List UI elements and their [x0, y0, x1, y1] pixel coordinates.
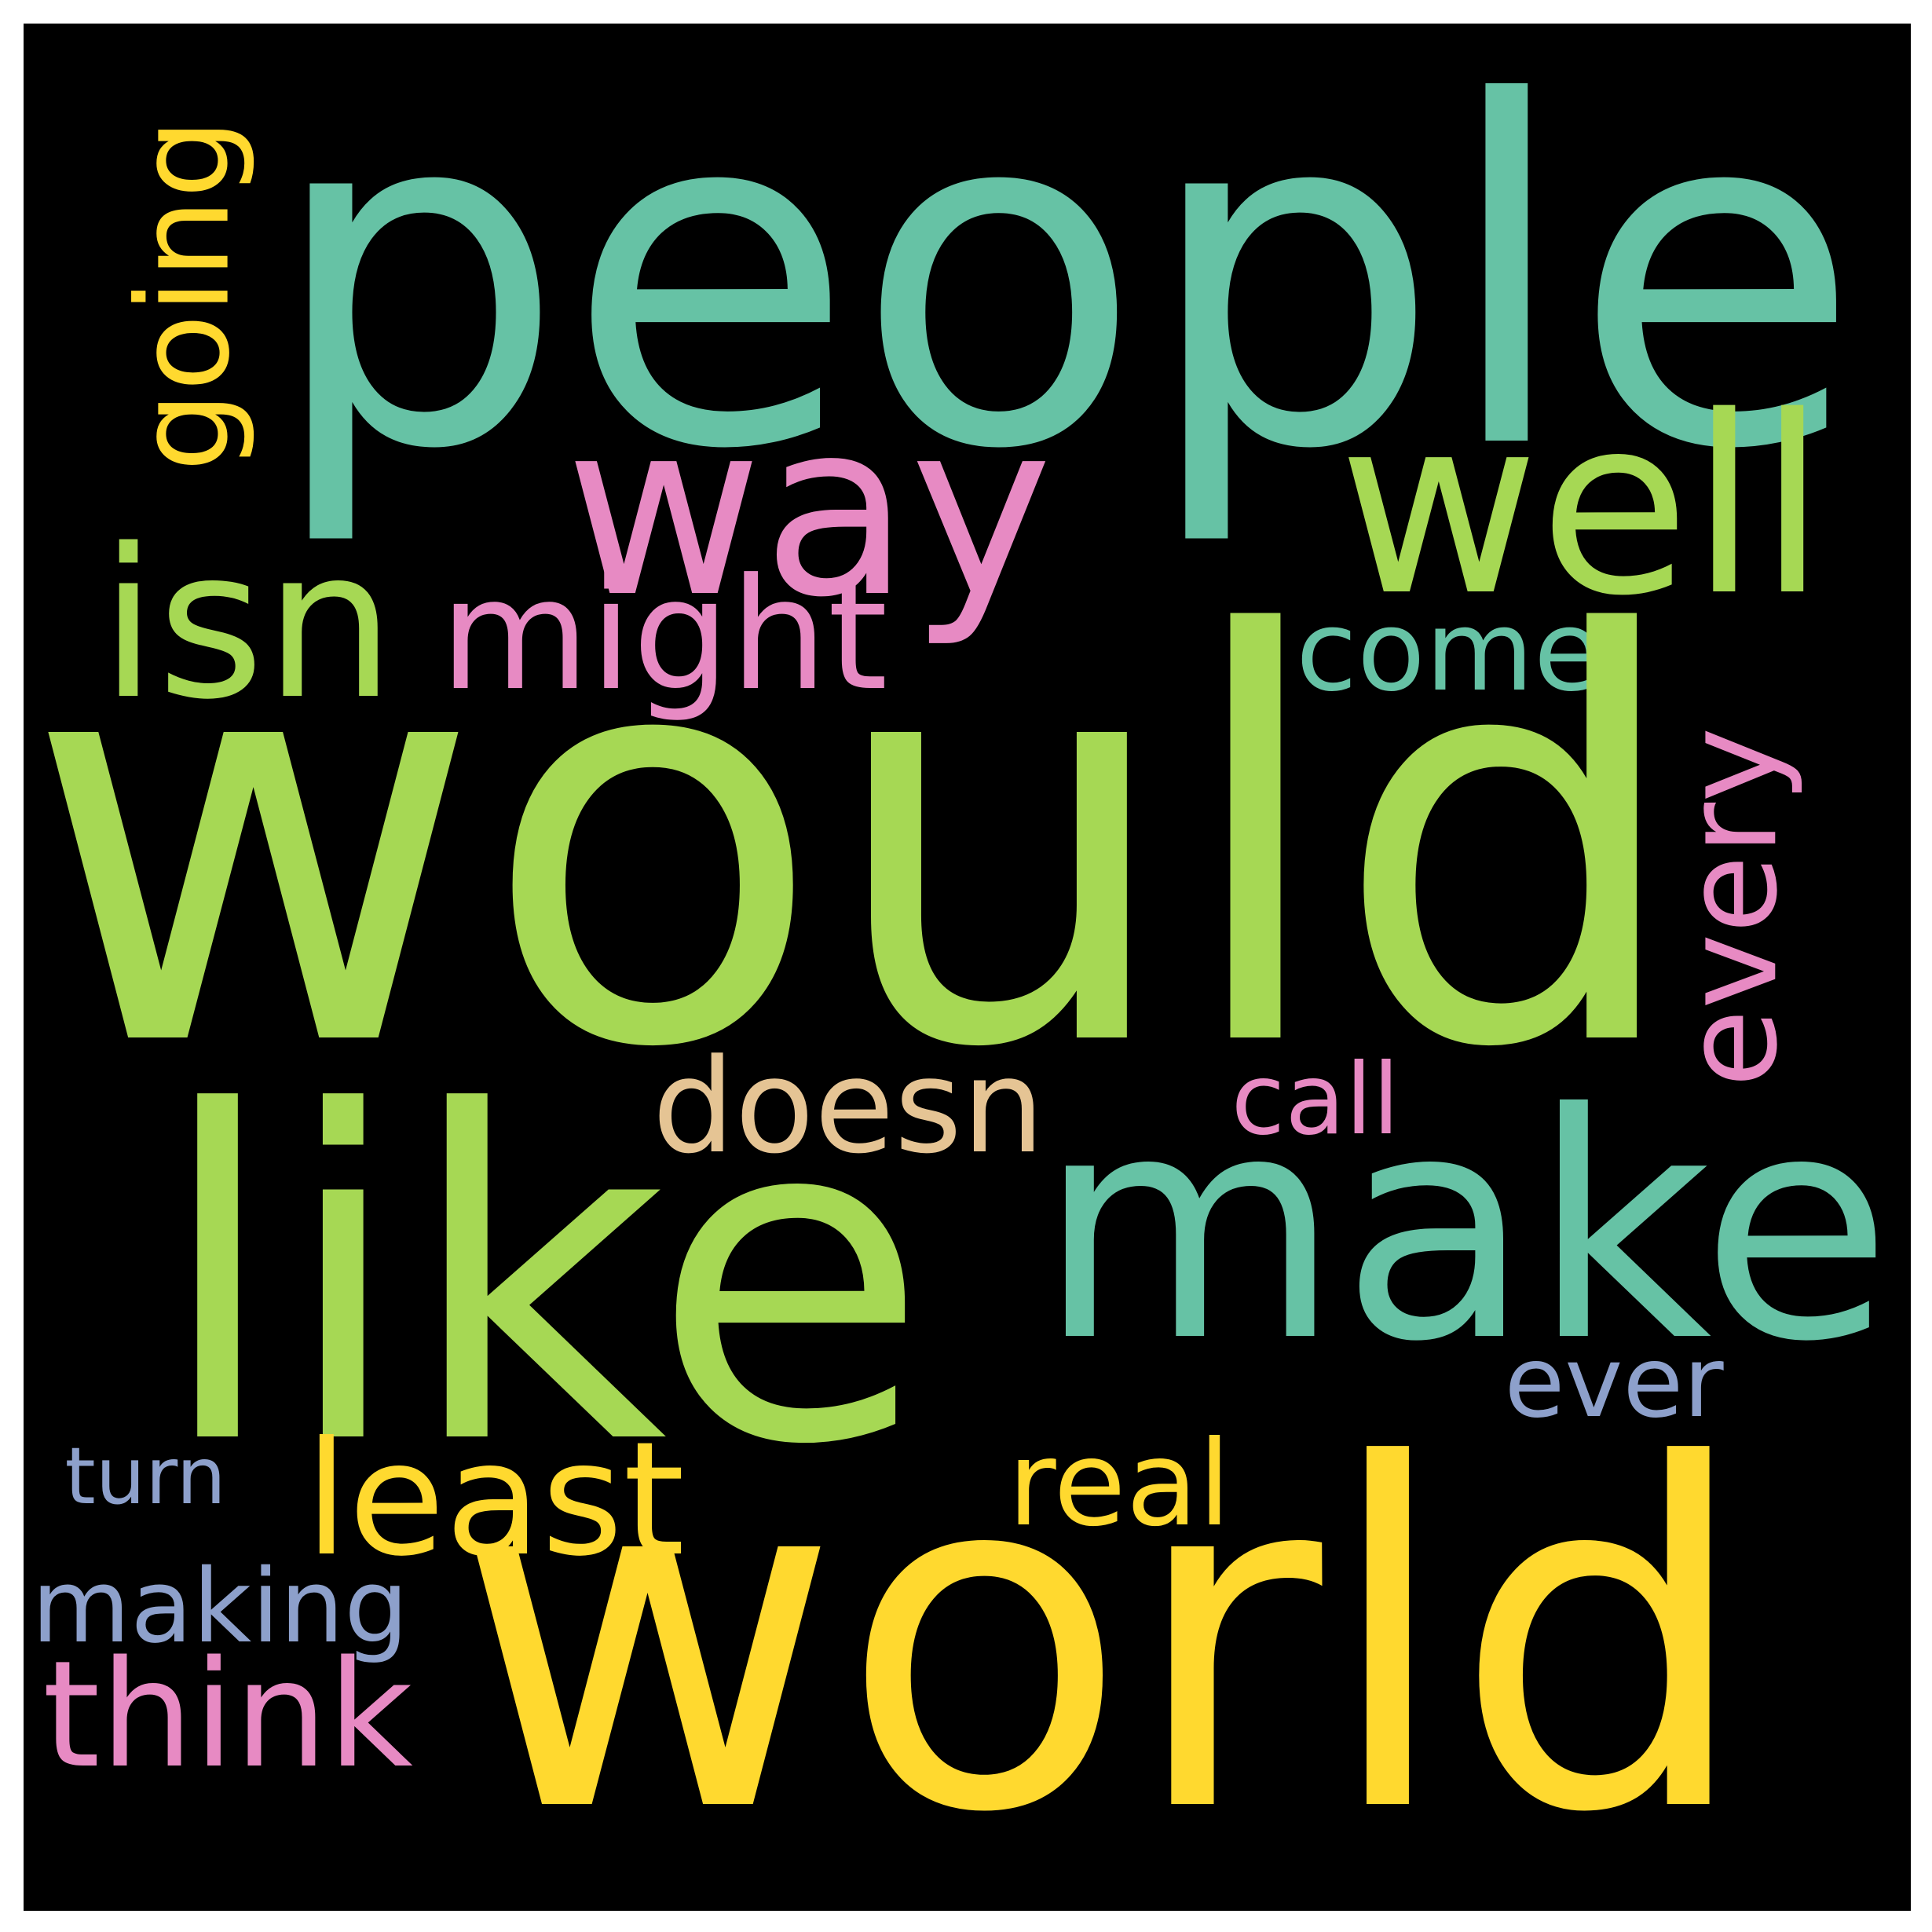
- word-would: would: [24, 518, 1688, 1169]
- word-cloud-canvas: people way well going isn might come wou…: [24, 24, 1911, 1911]
- word-way: way: [565, 369, 1053, 650]
- word-least: least: [305, 1408, 685, 1591]
- word-turn: turn: [64, 1430, 226, 1522]
- word-ever: ever: [1504, 1325, 1724, 1440]
- word-think: think: [42, 1630, 413, 1801]
- word-doesn: doesn: [652, 1031, 1045, 1183]
- word-every: every: [1656, 726, 1806, 1088]
- word-like: like: [155, 1016, 929, 1543]
- word-world: world: [455, 1367, 1753, 1911]
- word-might: might: [440, 546, 888, 725]
- word-call: call: [1231, 1042, 1400, 1157]
- word-people: people: [267, 24, 1861, 552]
- word-real: real: [1008, 1416, 1231, 1553]
- word-come: come: [1296, 587, 1603, 716]
- word-isn: isn: [100, 503, 396, 745]
- word-going: going: [110, 117, 258, 472]
- word-well: well: [1338, 363, 1827, 649]
- word-make: make: [1037, 1048, 1893, 1410]
- word-making: making: [31, 1546, 409, 1666]
